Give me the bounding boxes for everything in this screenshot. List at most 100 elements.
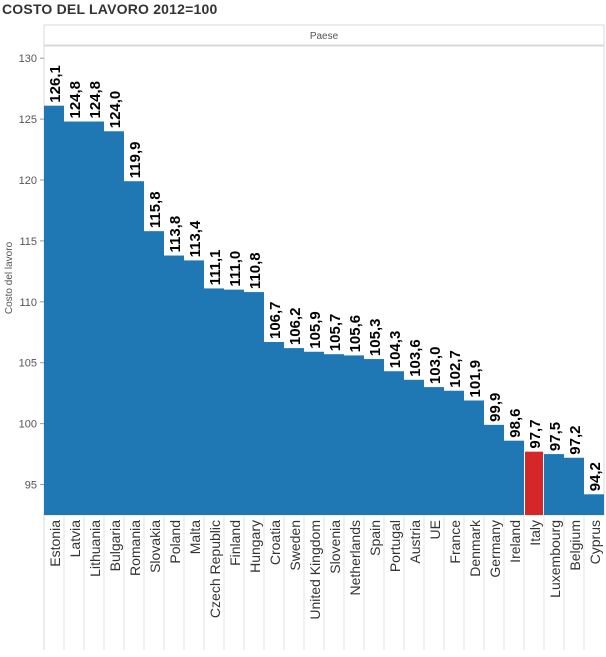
bar [264, 342, 284, 515]
value-label: 106,2 [287, 308, 304, 346]
x-tick-label: Portugal [387, 520, 403, 572]
value-label: 126,1 [47, 65, 64, 103]
x-tick-label: Slovakia [147, 520, 163, 573]
x-tick-label: Hungary [247, 520, 263, 573]
bar [224, 289, 244, 515]
bar [404, 379, 424, 515]
value-label: 105,3 [367, 319, 384, 357]
bar [564, 457, 584, 515]
x-tick-label: Romania [127, 520, 143, 576]
x-tick-label: Lithuania [87, 520, 103, 577]
x-tick-label: Croatia [267, 520, 283, 565]
value-label: 110,8 [247, 252, 264, 289]
x-tick-label: Austria [407, 520, 423, 564]
x-tick-label: Latvia [67, 520, 83, 558]
y-tick-label: 95 [25, 480, 37, 492]
bar [104, 131, 124, 516]
bar [304, 351, 324, 515]
value-label: 103,0 [427, 347, 444, 385]
bar [384, 371, 404, 515]
x-tick-label: Czech Republic [207, 520, 223, 618]
header-band: Paese [43, 24, 605, 46]
value-label: 97,2 [567, 426, 584, 455]
x-tick-label: Cyprus [587, 520, 603, 564]
bar [544, 454, 564, 515]
bar [444, 390, 464, 515]
bar-highlight [525, 451, 543, 515]
value-label: 111,1 [207, 250, 224, 286]
value-label: 102,7 [447, 350, 464, 388]
y-tick-label: 100 [19, 419, 37, 431]
value-label: 101,9 [467, 360, 484, 398]
value-label: 115,8 [147, 191, 164, 228]
y-tick-label: 105 [19, 358, 37, 370]
x-tick-label: Poland [167, 520, 183, 564]
bar [284, 348, 304, 515]
bar [184, 260, 204, 515]
bar [344, 355, 364, 515]
value-label: 103,6 [407, 339, 424, 377]
value-label: 106,7 [267, 301, 284, 339]
value-label: 94,2 [587, 462, 604, 491]
x-tick-label: Denmark [467, 519, 483, 577]
value-label: 99,9 [487, 393, 504, 422]
bar [44, 105, 64, 515]
x-tick-label: Sweden [287, 520, 303, 571]
bar [84, 121, 104, 515]
x-tick-label: Estonia [47, 520, 63, 567]
bar [484, 424, 504, 515]
y-axis-label: Costo del lavoro [4, 241, 15, 314]
value-label: 124,0 [107, 91, 124, 129]
bar [424, 387, 444, 515]
y-tick-label: 125 [19, 114, 37, 126]
y-axis: 95 100 105 110 115 120 125 130 [19, 53, 44, 492]
chart-title: COSTO DEL LAVORO 2012=100 [2, 1, 218, 17]
x-tick-label: Finland [227, 520, 243, 566]
bar [124, 181, 144, 515]
bar [364, 359, 384, 515]
x-tick-label: Bulgaria [107, 520, 123, 572]
x-tick-label: Ireland [507, 520, 523, 563]
bar [64, 121, 84, 515]
value-label: 113,8 [167, 216, 184, 253]
x-tick-label: Germany [487, 520, 503, 578]
value-label: 105,6 [347, 315, 364, 353]
value-label: 97,7 [527, 419, 544, 448]
y-tick-label: 110 [19, 297, 37, 309]
value-label: 113,4 [187, 220, 204, 257]
column-header: Paese [310, 31, 339, 42]
x-tick-label: UE [427, 520, 443, 539]
x-tick-label: United Kingdom [307, 520, 323, 620]
y-tick-label: 130 [19, 53, 37, 65]
bar [584, 494, 604, 515]
y-tick-label: 115 [19, 236, 37, 248]
x-tick-label: Luxembourg [547, 520, 563, 598]
value-label: 97,5 [547, 422, 564, 451]
value-label: 111,0 [227, 251, 244, 287]
value-label: 119,9 [127, 141, 144, 178]
x-tick-label: Malta [187, 520, 203, 554]
bar [204, 288, 224, 515]
bar [324, 354, 344, 515]
bar [464, 400, 484, 515]
bar [504, 440, 524, 515]
value-label: 98,6 [507, 408, 524, 437]
x-tick-label: Netherlands [347, 520, 363, 596]
bar [164, 255, 184, 515]
value-label: 124,8 [87, 81, 104, 119]
x-tick-label: Italy [527, 520, 543, 546]
value-label: 104,3 [387, 331, 404, 369]
x-tick-label: France [447, 520, 463, 564]
x-tick-label: Belgium [567, 520, 583, 571]
y-tick-label: 120 [19, 175, 37, 187]
x-tick-label: Spain [367, 520, 383, 556]
x-axis-labels: Estonia Latvia Lithuania Bulgaria Romania Slo… [47, 519, 603, 620]
value-label: 124,8 [67, 81, 84, 119]
header-band-box [43, 24, 605, 46]
plot-frame [43, 45, 605, 650]
value-label: 105,7 [327, 314, 344, 352]
x-tick-label: Slovenia [327, 520, 343, 574]
bar [244, 292, 264, 515]
